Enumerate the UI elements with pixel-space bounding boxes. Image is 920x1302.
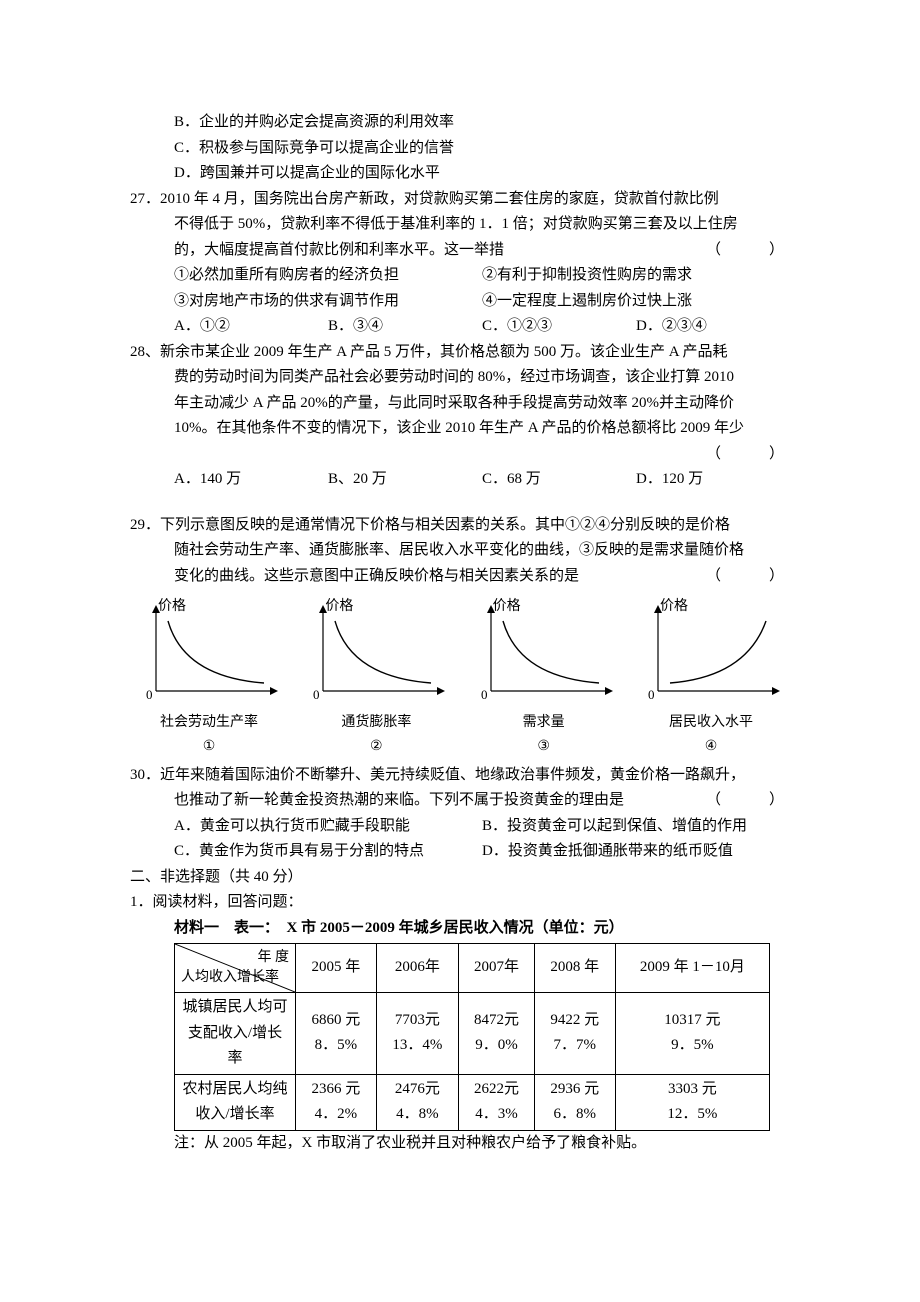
row-rural-c1: 2476元4．8% xyxy=(376,1074,458,1130)
q30-opts-row1: A．黄金可以执行货币贮藏手段职能 B．投资黄金可以起到保值、增值的作用 xyxy=(130,814,790,840)
table-note: 注：从 2005 年起，X 市取消了农业税并且对种粮农户给予了粮食补贴。 xyxy=(130,1131,790,1157)
q28-bracket: （ ） xyxy=(706,442,790,468)
q29-chart-1: 价格 0 社会劳动生产率 ① xyxy=(130,599,288,759)
q28-opt-b: B、20 万 xyxy=(328,467,482,493)
q27-statements-row2: ③对房地产市场的供求有调节作用 ④一定程度上遏制房价过快上涨 xyxy=(130,289,790,315)
row-rural-c2: 2622元4．3% xyxy=(459,1074,535,1130)
q28-opt-c: C．68 万 xyxy=(482,467,636,493)
row-urban-c4: 10317 元9．5% xyxy=(615,993,769,1075)
q29-chart-2-ylabel: 价格 xyxy=(325,595,353,619)
q28-line1: 28、新余市某企业 2009 年生产 A 产品 5 万件，其价格总额为 500 … xyxy=(130,340,790,366)
q29-charts: 价格 0 社会劳动生产率 ① 价格 xyxy=(130,593,790,763)
q26-opt-d: D．跨国兼并可以提高企业的国际化水平 xyxy=(130,161,790,187)
q27-stem-line2: 不得低于 50%，贷款利率不得低于基准利率的 1．1 倍；对贷款购买第三套及以上… xyxy=(130,212,790,238)
material1-title-text: 材料一 表一： X 市 2005－2009 年城乡居民收入情况（单位：元） xyxy=(174,920,624,936)
q29-chart-1-svg: 0 xyxy=(134,599,284,709)
q28-line3: 年主动减少 A 产品 20%的产量，与此同时采取各种手段提高劳动效率 20%并主… xyxy=(130,391,790,417)
q29-line1: 29．下列示意图反映的是通常情况下价格与相关因素的关系。其中①②④分别反映的是价… xyxy=(130,513,790,539)
q28-opt-d: D．120 万 xyxy=(636,467,790,493)
svg-text:0: 0 xyxy=(648,687,655,702)
col-2005: 2005 年 xyxy=(296,944,377,993)
q27-stmt-1: ①必然加重所有购房者的经济负担 xyxy=(174,263,482,289)
q28-options: A．140 万 B、20 万 C．68 万 D．120 万 xyxy=(130,467,790,493)
q27-bracket: （ ） xyxy=(706,238,790,264)
q29-line3-text: 变化的曲线。这些示意图中正确反映价格与相关因素关系的是 xyxy=(174,568,579,584)
q29-chart-2-xlabel: 通货膨胀率 xyxy=(297,711,455,735)
q30-line1: 30．近年来随着国际油价不断攀升、美元持续贬值、地缘政治事件频发，黄金价格一路飙… xyxy=(130,763,790,789)
col-2007: 2007年 xyxy=(459,944,535,993)
q29-line2: 随社会劳动生产率、通货膨胀率、居民收入水平变化的曲线，③反映的是需求量随价格 xyxy=(130,538,790,564)
col-2009: 2009 年 1－10月 xyxy=(615,944,769,993)
svg-text:0: 0 xyxy=(481,687,488,702)
q30-line2: 也推动了新一轮黄金投资热潮的来临。下列不属于投资黄金的理由是 （ ） xyxy=(130,788,790,814)
q29-chart-4-ylabel: 价格 xyxy=(660,595,688,619)
q29-chart-3-svg: 0 xyxy=(469,599,619,709)
q30-opt-b: B．投资黄金可以起到保值、增值的作用 xyxy=(482,814,790,840)
row-rural-c4: 3303 元12．5% xyxy=(615,1074,769,1130)
col-2006: 2006年 xyxy=(376,944,458,993)
q27-stem-line1: 27．2010 年 4 月，国务院出台房产新政，对贷款购买第二套住房的家庭，贷款… xyxy=(130,187,790,213)
q26-opt-b: B．企业的并购必定会提高资源的利用效率 xyxy=(130,110,790,136)
q29-chart-1-ylabel: 价格 xyxy=(158,595,186,619)
q29-chart-2-num: ② xyxy=(297,735,455,759)
q30-opt-d: D．投资黄金抵御通胀带来的纸币贬值 xyxy=(482,839,790,865)
row-rural-label: 农村居民人均纯收入/增长率 xyxy=(175,1074,296,1130)
q29-chart-2: 价格 0 通货膨胀率 ② xyxy=(297,599,455,759)
nq1-title: 1．阅读材料，回答问题： xyxy=(130,890,790,916)
row-rural-c0: 2366 元4．2% xyxy=(296,1074,377,1130)
row-urban-c0: 6860 元8．5% xyxy=(296,993,377,1075)
q29-chart-3-xlabel: 需求量 xyxy=(465,711,623,735)
q27-options: A．①② B．③④ C．①②③ D．②③④ xyxy=(130,314,790,340)
section2-title: 二、非选择题（共 40 分） xyxy=(130,865,790,891)
diag-bottom: 人均收入增长率 xyxy=(181,966,279,990)
q30-line2-text: 也推动了新一轮黄金投资热潮的来临。下列不属于投资黄金的理由是 xyxy=(174,792,624,808)
q27-opt-b: B．③④ xyxy=(328,314,482,340)
svg-text:0: 0 xyxy=(146,687,153,702)
row-urban-label: 城镇居民人均可支配收入/增长率 xyxy=(175,993,296,1075)
q28-bracket-line: （ ） xyxy=(130,442,790,468)
q29-line3: 变化的曲线。这些示意图中正确反映价格与相关因素关系的是 （ ） xyxy=(130,564,790,590)
q29-chart-4: 价格 0 居民收入水平 ④ xyxy=(632,599,790,759)
col-2008: 2008 年 xyxy=(534,944,615,993)
q27-opt-a: A．①② xyxy=(174,314,328,340)
q27-statements-row1: ①必然加重所有购房者的经济负担 ②有利于抑制投资性购房的需求 xyxy=(130,263,790,289)
row-rural-c3: 2936 元6．8% xyxy=(534,1074,615,1130)
q30-opt-a: A．黄金可以执行货币贮藏手段职能 xyxy=(174,814,482,840)
q29-chart-3: 价格 0 需求量 ③ xyxy=(465,599,623,759)
q27-opt-c: C．①②③ xyxy=(482,314,636,340)
row-urban-c3: 9422 元7．7% xyxy=(534,993,615,1075)
q29-chart-2-svg: 0 xyxy=(301,599,451,709)
q30-bracket: （ ） xyxy=(706,788,790,814)
q29-chart-3-ylabel: 价格 xyxy=(493,595,521,619)
q27-stem-line3-text: 的，大幅度提高首付款比例和利率水平。这一举措 xyxy=(174,242,504,258)
q27-stmt-2: ②有利于抑制投资性购房的需求 xyxy=(482,263,790,289)
q29-chart-4-xlabel: 居民收入水平 xyxy=(632,711,790,735)
q29-chart-1-xlabel: 社会劳动生产率 xyxy=(130,711,288,735)
q27-stmt-4: ④一定程度上遏制房价过快上涨 xyxy=(482,289,790,315)
row-urban-c2: 8472元9．0% xyxy=(459,993,535,1075)
q28-opt-a: A．140 万 xyxy=(174,467,328,493)
q27-opt-d: D．②③④ xyxy=(636,314,790,340)
q29-chart-4-svg: 0 xyxy=(636,599,786,709)
row-urban-c1: 7703元13．4% xyxy=(376,993,458,1075)
q30-opt-c: C．黄金作为货币具有易于分割的特点 xyxy=(174,839,482,865)
income-table: 年 度 人均收入增长率 2005 年 2006年 2007年 2008 年 20… xyxy=(174,943,770,1131)
q29-chart-1-num: ① xyxy=(130,735,288,759)
table-diag-header: 年 度 人均收入增长率 xyxy=(175,944,296,993)
q29-chart-3-num: ③ xyxy=(465,735,623,759)
q28-line2: 费的劳动时间为同类产品社会必要劳动时间的 80%，经过市场调查，该企业打算 20… xyxy=(130,365,790,391)
q30-opts-row2: C．黄金作为货币具有易于分割的特点 D．投资黄金抵御通胀带来的纸币贬值 xyxy=(130,839,790,865)
q28-line4: 10%。在其他条件不变的情况下，该企业 2010 年生产 A 产品的价格总额将比… xyxy=(130,416,790,442)
svg-text:0: 0 xyxy=(313,687,320,702)
q26-opt-c: C．积极参与国际竞争可以提高企业的信誉 xyxy=(130,136,790,162)
q27-stmt-3: ③对房地产市场的供求有调节作用 xyxy=(174,289,482,315)
q27-stem-line3: 的，大幅度提高首付款比例和利率水平。这一举措 （ ） xyxy=(130,238,790,264)
material1-title: 材料一 表一： X 市 2005－2009 年城乡居民收入情况（单位：元） xyxy=(130,916,790,942)
q29-chart-4-num: ④ xyxy=(632,735,790,759)
q29-bracket: （ ） xyxy=(706,564,790,590)
